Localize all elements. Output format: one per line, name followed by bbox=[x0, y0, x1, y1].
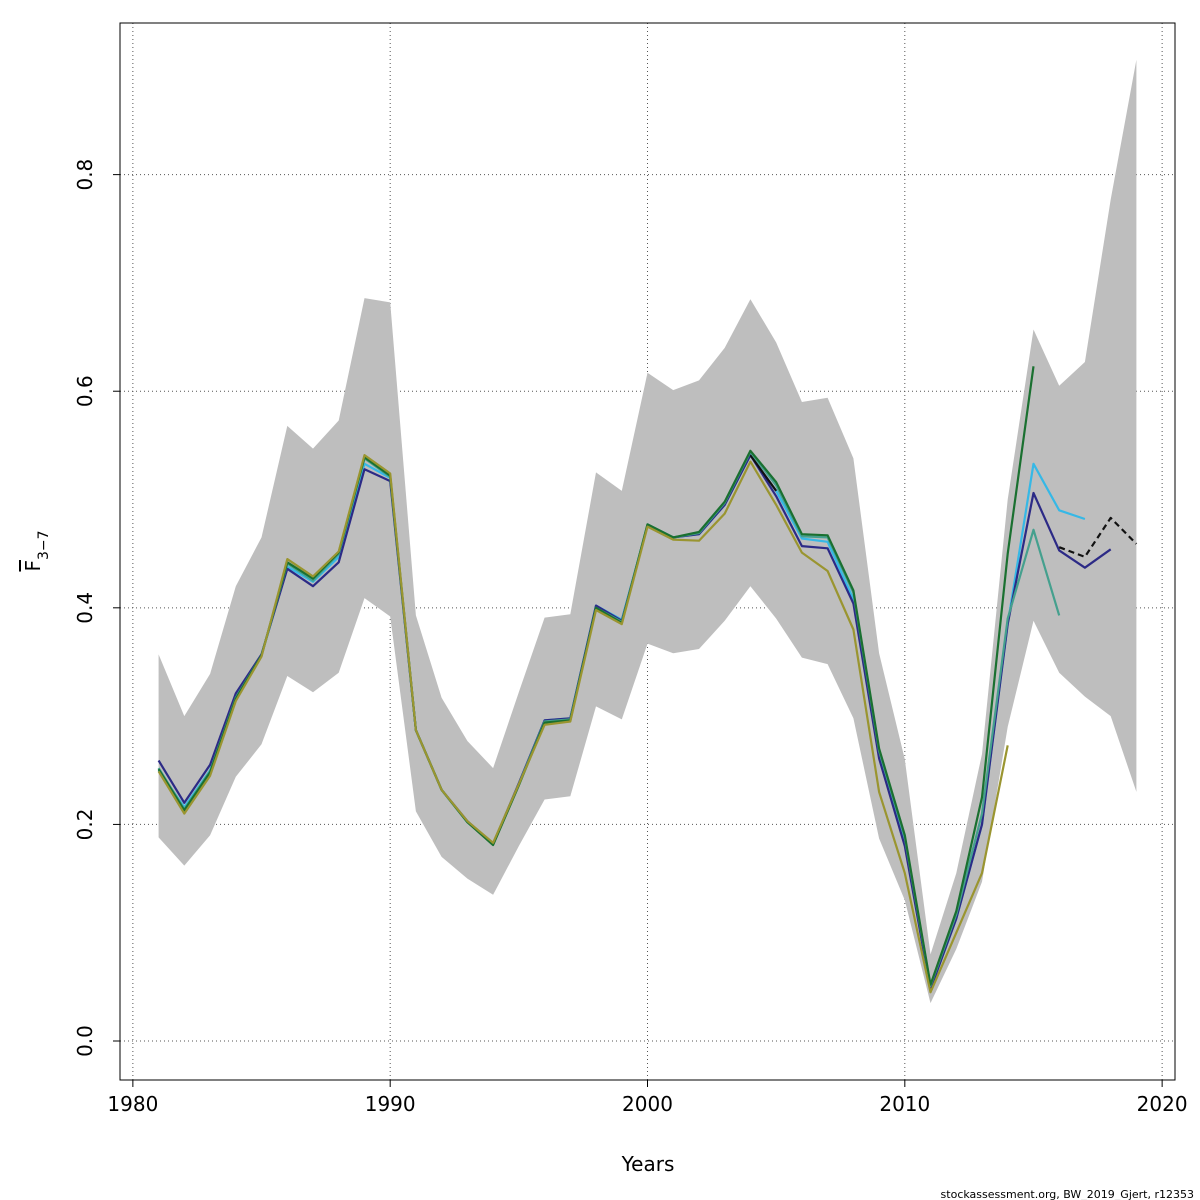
x-tick-label: 2020 bbox=[1137, 1092, 1188, 1116]
y-axis-title-group: F3−7 bbox=[21, 530, 52, 571]
y-tick-label: 0.8 bbox=[73, 159, 97, 191]
x-tick-label: 2000 bbox=[622, 1092, 673, 1116]
series-lines bbox=[157, 366, 1138, 994]
x-axis-title: Years bbox=[621, 1152, 675, 1176]
credit-text: stockassessment.org, BW_2019_Gjert, r123… bbox=[941, 1188, 1194, 1200]
x-axis: 1980 1990 2000 2010 2020 bbox=[107, 1080, 1188, 1116]
series-line-7 bbox=[157, 454, 1009, 994]
y-axis-title-subscript: 3−7 bbox=[36, 530, 52, 560]
x-tick-label: 1990 bbox=[365, 1092, 416, 1116]
confidence-band-area bbox=[158, 59, 1137, 1004]
y-tick-label: 0.6 bbox=[73, 375, 97, 407]
y-tick-label: 0.4 bbox=[73, 592, 97, 624]
x-tick-label: 2010 bbox=[879, 1092, 930, 1116]
y-tick-label: 0.2 bbox=[73, 809, 97, 841]
confidence-band bbox=[158, 59, 1137, 1004]
y-tick-label: 0.0 bbox=[73, 1025, 97, 1057]
x-tick-label: 1980 bbox=[107, 1092, 158, 1116]
series-line-6 bbox=[157, 366, 1035, 986]
y-axis-title: F3−7 bbox=[21, 530, 52, 571]
y-axis: 0.0 0.2 0.4 0.6 0.8 bbox=[73, 159, 120, 1057]
y-axis-title-main: F bbox=[21, 560, 45, 572]
series-line-4 bbox=[749, 454, 778, 492]
series-line-3 bbox=[1058, 516, 1138, 559]
